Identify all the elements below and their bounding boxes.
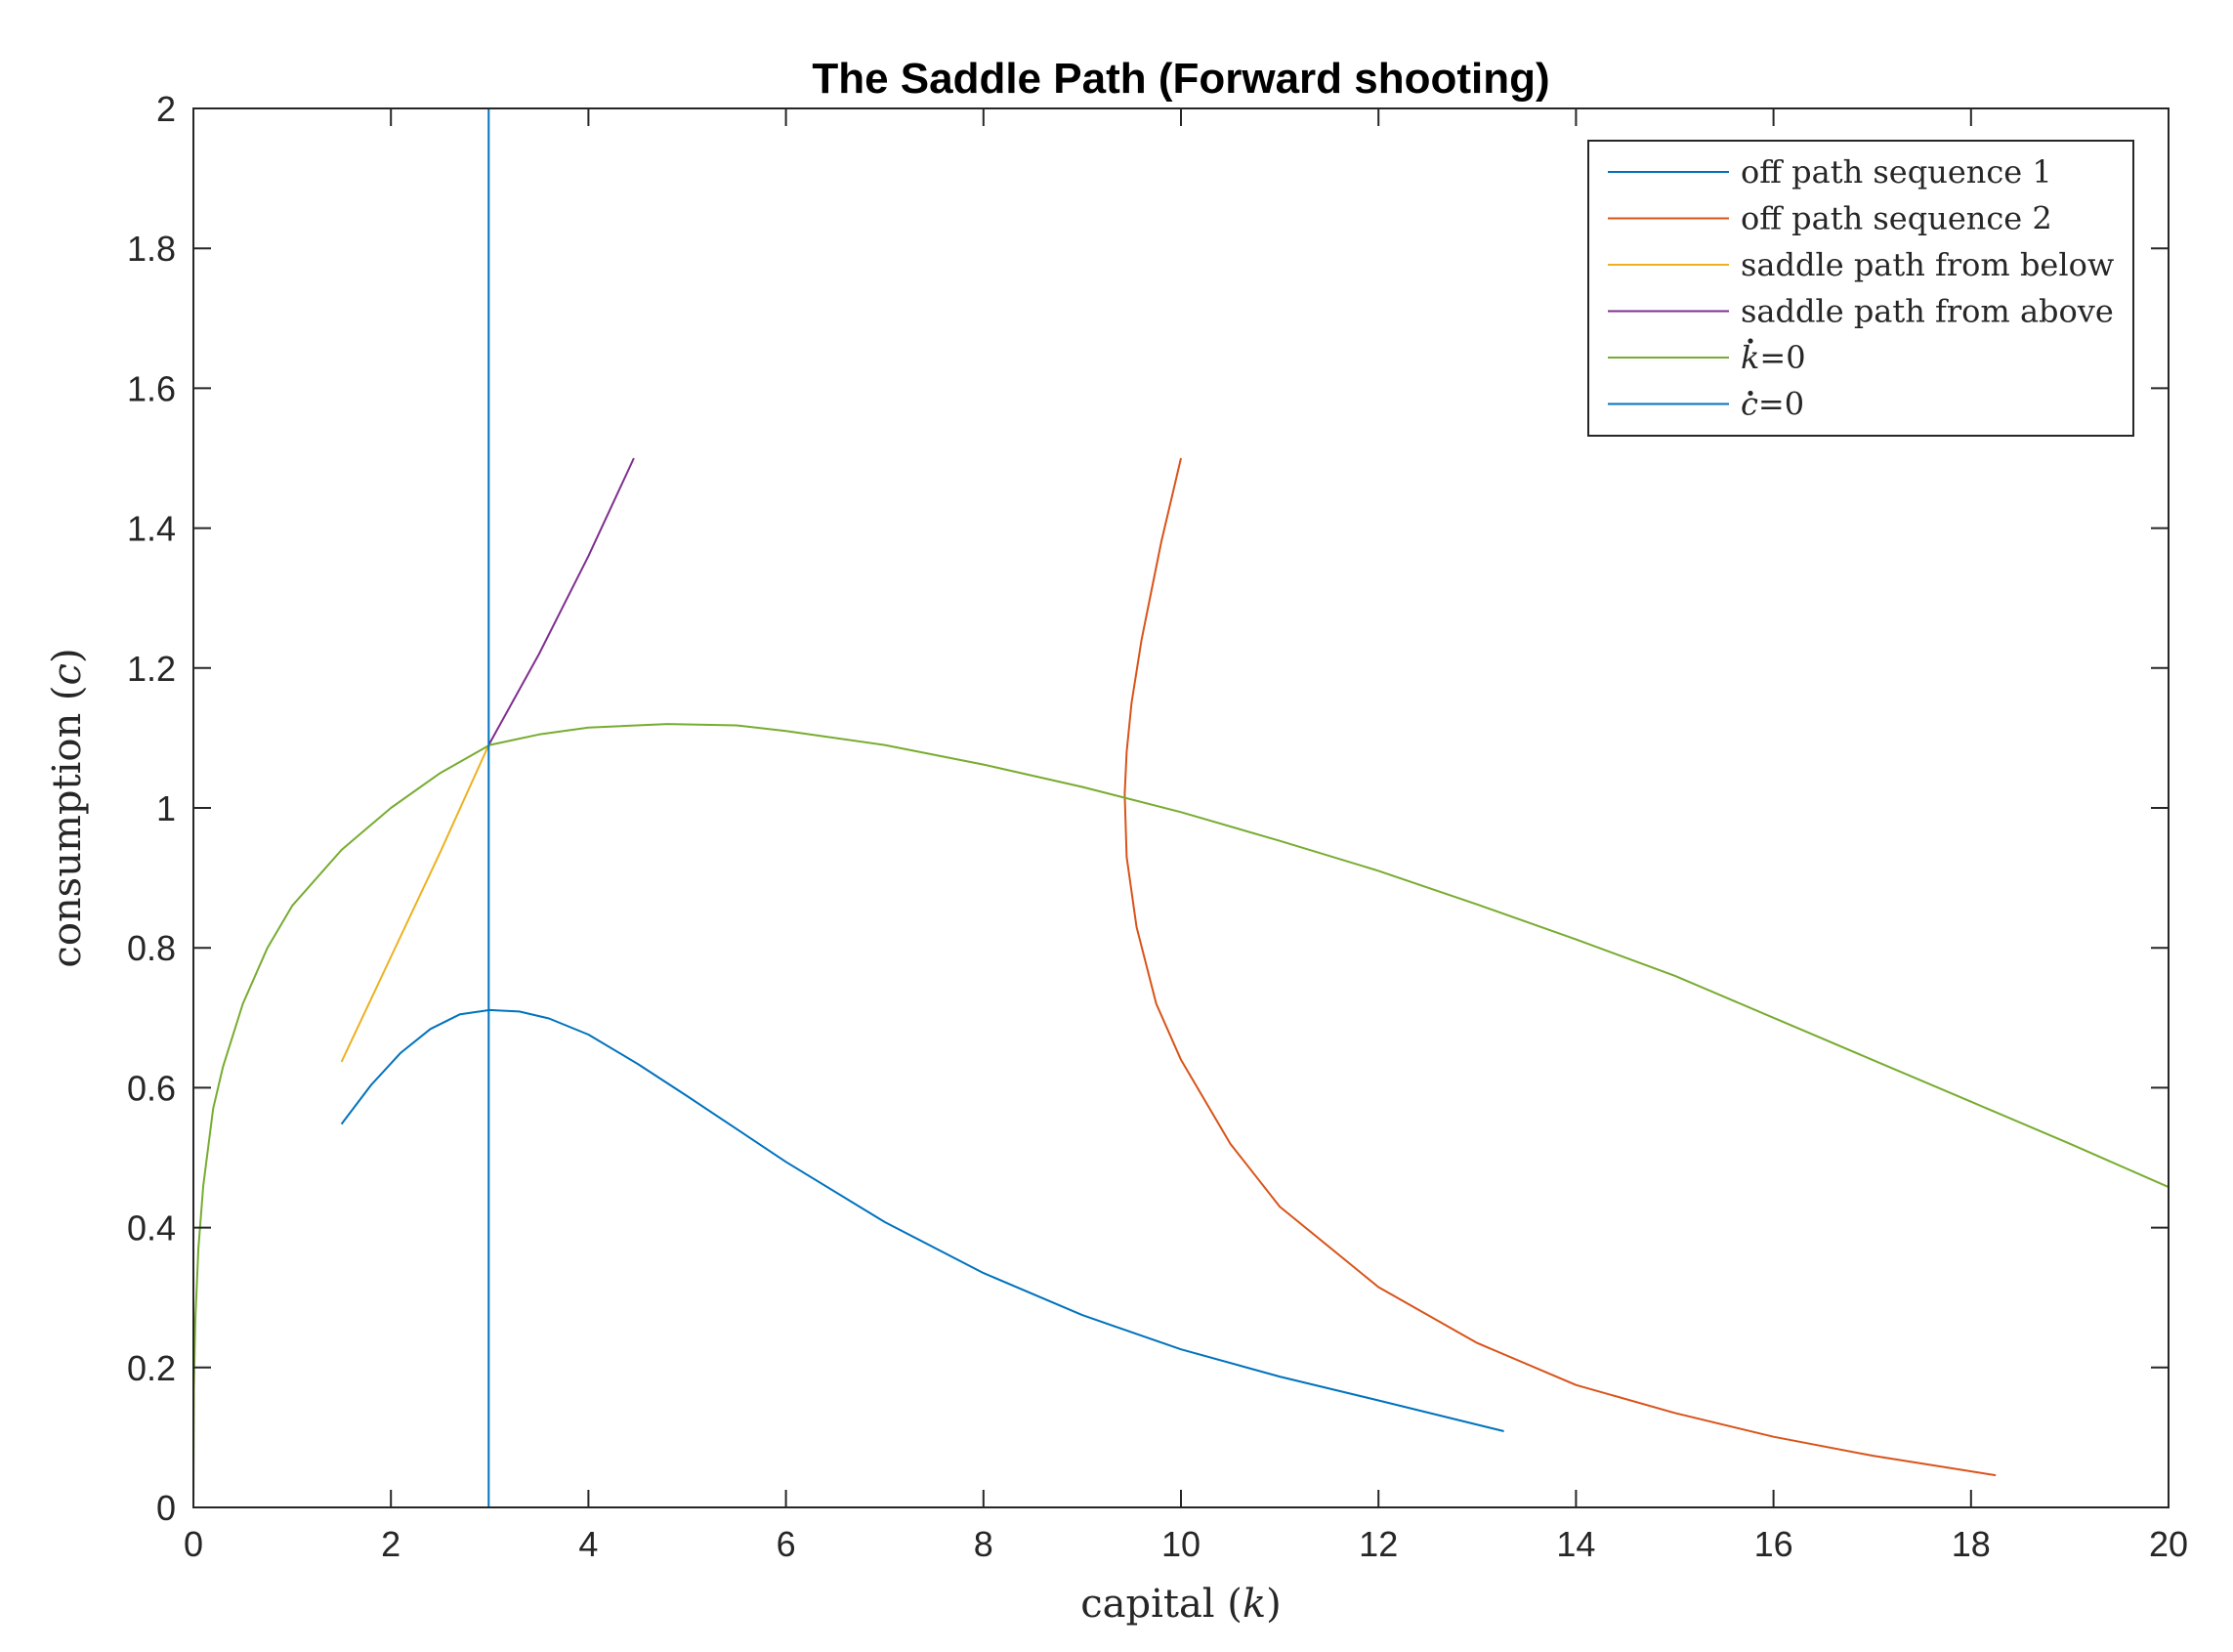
x-tick-label: 6 [777, 1524, 796, 1564]
legend-label-4: saddle path from above [1741, 293, 2114, 330]
ticks-layer: 0 2 4 6 8 10 12 14 16 18 20 0 0.2 0.4 0.6 0.8 1 1.2 1.4 1.6… [127, 89, 2188, 1564]
chart-title: The Saddle Path (Forward shooting) [812, 55, 1549, 103]
x-tick-label: 20 [2149, 1524, 2188, 1564]
x-tick-label: 18 [1952, 1524, 1991, 1564]
x-tick-label: 16 [1754, 1524, 1793, 1564]
legend-box [1587, 140, 2134, 437]
series-line-5 [192, 723, 2170, 1508]
y-tick-label: 0.8 [127, 928, 176, 968]
x-tick-label: 2 [381, 1524, 400, 1564]
legend-label-5: k=0 [1741, 339, 1806, 376]
legend-label-3: saddle path from below [1741, 246, 2114, 283]
y-tick-label: 1.4 [127, 509, 176, 549]
legend-label-6: c=0 [1741, 386, 1804, 423]
series-line-1 [340, 1008, 1504, 1432]
legend: off path sequence 1 off path sequence 2 sa… [1587, 140, 2134, 437]
x-tick-label: 10 [1161, 1524, 1201, 1564]
series-line-2 [1123, 457, 1997, 1477]
series-layer [192, 108, 2170, 1508]
y-tick-label: 0.6 [127, 1068, 176, 1108]
x-tick-label: 8 [974, 1524, 993, 1564]
x-tick-label: 0 [184, 1524, 203, 1564]
series-line-4 [487, 457, 635, 746]
x-tick-label: 4 [578, 1524, 598, 1564]
y-tick-label: 0 [156, 1488, 176, 1528]
legend-dot-accent [1748, 390, 1753, 397]
x-tick-label: 14 [1556, 1524, 1595, 1564]
y-axis-label: consumption (c) [45, 648, 90, 967]
x-axis-label: capital (k) [1080, 1582, 1282, 1627]
y-tick-label: 1 [156, 788, 176, 828]
y-tick-label: 1.6 [127, 368, 176, 408]
legend-label-1: off path sequence 1 [1741, 153, 2052, 191]
y-tick-label: 2 [156, 89, 176, 129]
legend-dot-accent [1748, 338, 1753, 344]
legend-label-2: off path sequence 2 [1741, 200, 2052, 237]
y-tick-label: 0.2 [127, 1348, 176, 1388]
y-tick-label: 1.2 [127, 649, 176, 689]
x-tick-label: 12 [1359, 1524, 1398, 1564]
series-line-3 [340, 744, 490, 1063]
y-tick-label: 0.4 [127, 1208, 176, 1249]
y-tick-label: 1.8 [127, 229, 176, 269]
